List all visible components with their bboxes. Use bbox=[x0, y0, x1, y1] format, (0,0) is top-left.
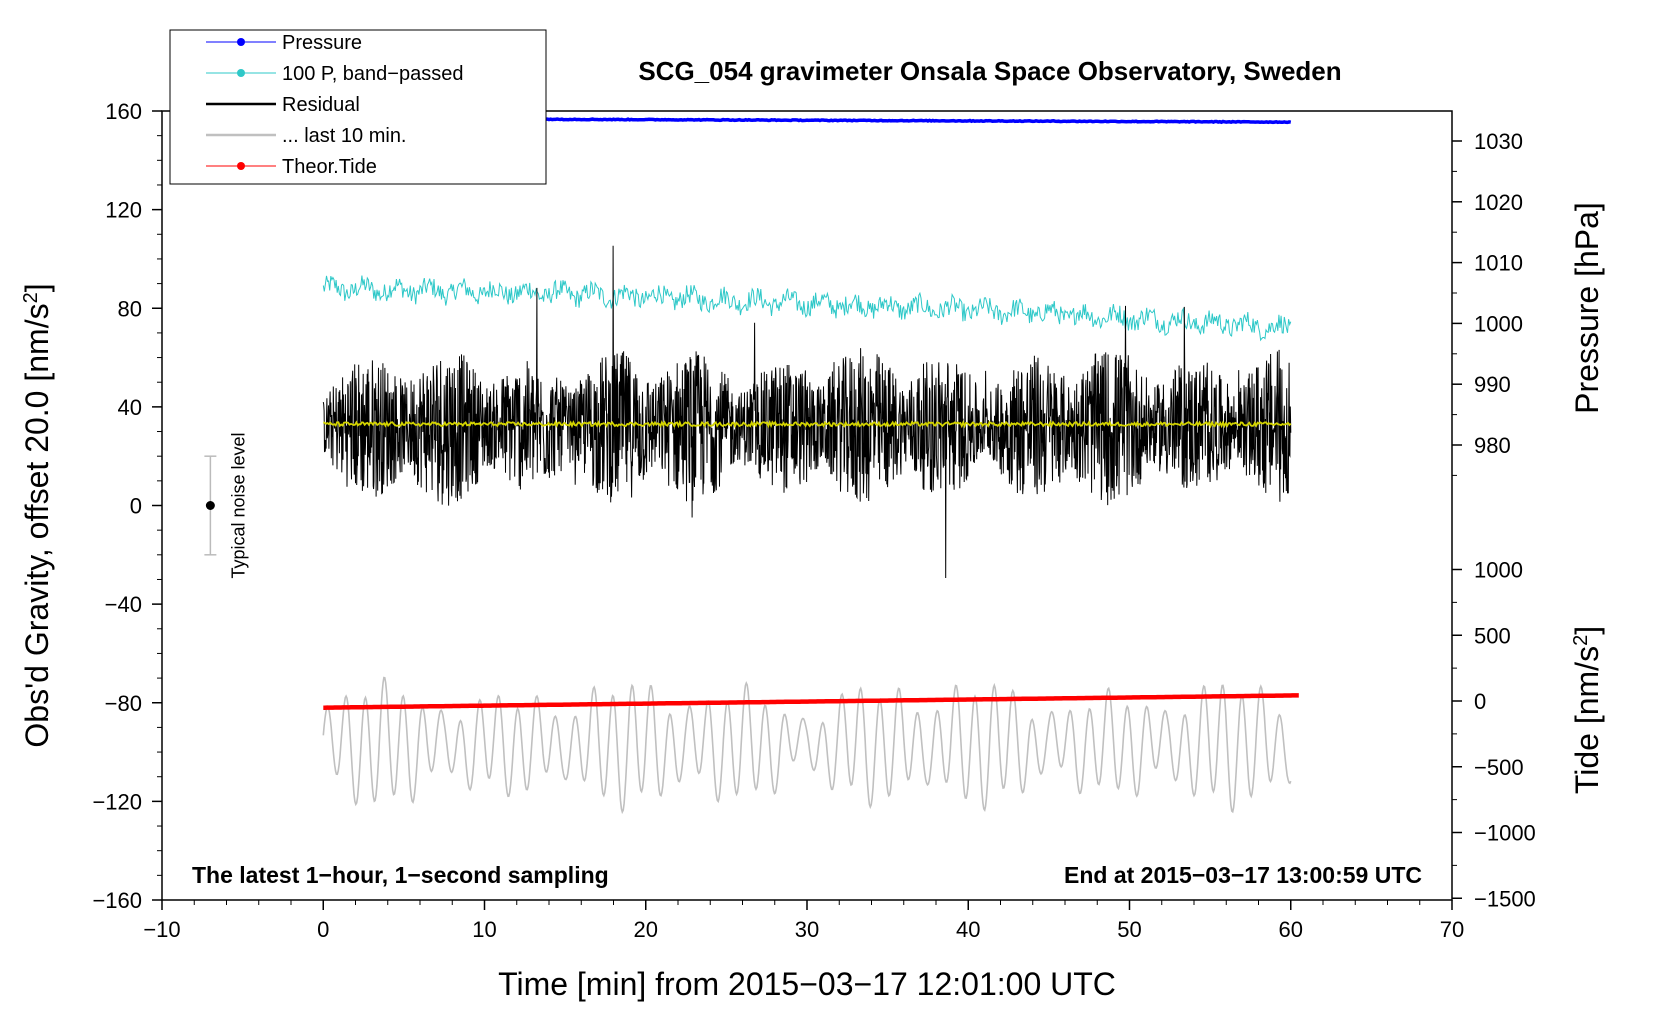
noise-level-label: Typical noise level bbox=[228, 432, 248, 578]
x-tick-label: 20 bbox=[634, 917, 658, 942]
y-tick-label: −120 bbox=[92, 789, 142, 814]
y-tick-label: 120 bbox=[105, 198, 142, 223]
pressure-tick-label: 980 bbox=[1474, 433, 1511, 458]
legend-swatch-marker bbox=[237, 162, 245, 170]
series-residual-mean bbox=[323, 419, 1292, 429]
legend-box bbox=[169, 29, 547, 185]
y-tick-label: 160 bbox=[105, 99, 142, 124]
noise-level-indicator: Typical noise level bbox=[204, 432, 248, 579]
legend-label: ... last 10 min. bbox=[282, 125, 407, 147]
pressure-tick-label: 1030 bbox=[1474, 129, 1523, 154]
tide-tick-label: −500 bbox=[1474, 755, 1524, 780]
x-tick-label: 50 bbox=[1117, 917, 1141, 942]
legend-label: 100 P, band−passed bbox=[282, 63, 463, 85]
legend-label: Residual bbox=[282, 94, 360, 116]
y-tick-label: −160 bbox=[92, 888, 142, 913]
y-tick-label: −40 bbox=[105, 592, 142, 617]
y-axis-title-main: Obs'd Gravity, offset 20.0 [nm/s bbox=[19, 303, 55, 747]
series-layer bbox=[322, 116, 1299, 815]
legend-label: Pressure bbox=[282, 32, 362, 54]
x-tick-label: 10 bbox=[472, 917, 496, 942]
annotation-right: End at 2015−03−17 13:00:59 UTC bbox=[1064, 862, 1422, 888]
x-tick-label: 40 bbox=[956, 917, 980, 942]
y-tick-label: 40 bbox=[118, 395, 142, 420]
pressure-tick-label: 990 bbox=[1474, 372, 1511, 397]
series-theoretical-tide bbox=[323, 693, 1299, 710]
x-tick-label: −10 bbox=[143, 917, 180, 942]
series-residual bbox=[322, 245, 1292, 579]
series-last-10-min bbox=[322, 676, 1292, 815]
tide-tick-label: −1500 bbox=[1474, 886, 1536, 911]
pressure-tick-label: 1010 bbox=[1474, 251, 1523, 276]
tide-tick-label: 500 bbox=[1474, 623, 1511, 648]
y-tick-label: −80 bbox=[105, 691, 142, 716]
series-band-passed-pressure bbox=[322, 275, 1292, 342]
y-axis-title-end: ] bbox=[19, 283, 55, 292]
chart-title: SCG_054 gravimeter Onsala Space Observat… bbox=[638, 56, 1341, 86]
x-tick-label: 60 bbox=[1279, 917, 1303, 942]
pressure-tick-label: 1020 bbox=[1474, 190, 1523, 215]
y-tick-label: 0 bbox=[130, 494, 142, 519]
legend-swatch-marker bbox=[237, 69, 245, 77]
legend: Pressure 100 P, band−passed Residual ... la… bbox=[169, 29, 547, 185]
tide-axis-title: Tide [nm/s2] bbox=[1569, 626, 1605, 794]
y-tick-label: 80 bbox=[118, 296, 142, 321]
legend-label: Theor.Tide bbox=[282, 156, 377, 178]
tide-axis-title-sup: 2 bbox=[1570, 635, 1592, 646]
tide-tick-label: 0 bbox=[1474, 689, 1486, 714]
pressure-tick-label: 1000 bbox=[1474, 311, 1523, 336]
legend-swatch-marker bbox=[237, 38, 245, 46]
axes-layer: −10 0 10 20 30 40 50 60 7016012080400−40−80−120−… bbox=[92, 99, 1535, 942]
x-tick-label: 0 bbox=[317, 917, 329, 942]
plot-frame bbox=[161, 110, 1453, 901]
y-axis-title-left: Obs'd Gravity, offset 20.0 [nm/s2] bbox=[19, 283, 55, 747]
tide-tick-label: 1000 bbox=[1474, 558, 1523, 583]
pressure-axis-title: Pressure [hPa] bbox=[1569, 202, 1605, 414]
tide-axis-title-end: ] bbox=[1569, 626, 1605, 635]
x-axis-title: Time [min] from 2015−03−17 12:01:00 UTC bbox=[498, 966, 1116, 1002]
noise-center-dot bbox=[205, 501, 215, 510]
tide-tick-label: −1000 bbox=[1474, 821, 1536, 846]
y-axis-title-sup: 2 bbox=[20, 292, 42, 303]
x-tick-label: 30 bbox=[795, 917, 819, 942]
x-tick-label: 70 bbox=[1440, 917, 1464, 942]
tide-axis-title-main: Tide [nm/s bbox=[1569, 646, 1605, 794]
annotation-left: The latest 1−hour, 1−second sampling bbox=[192, 862, 609, 888]
